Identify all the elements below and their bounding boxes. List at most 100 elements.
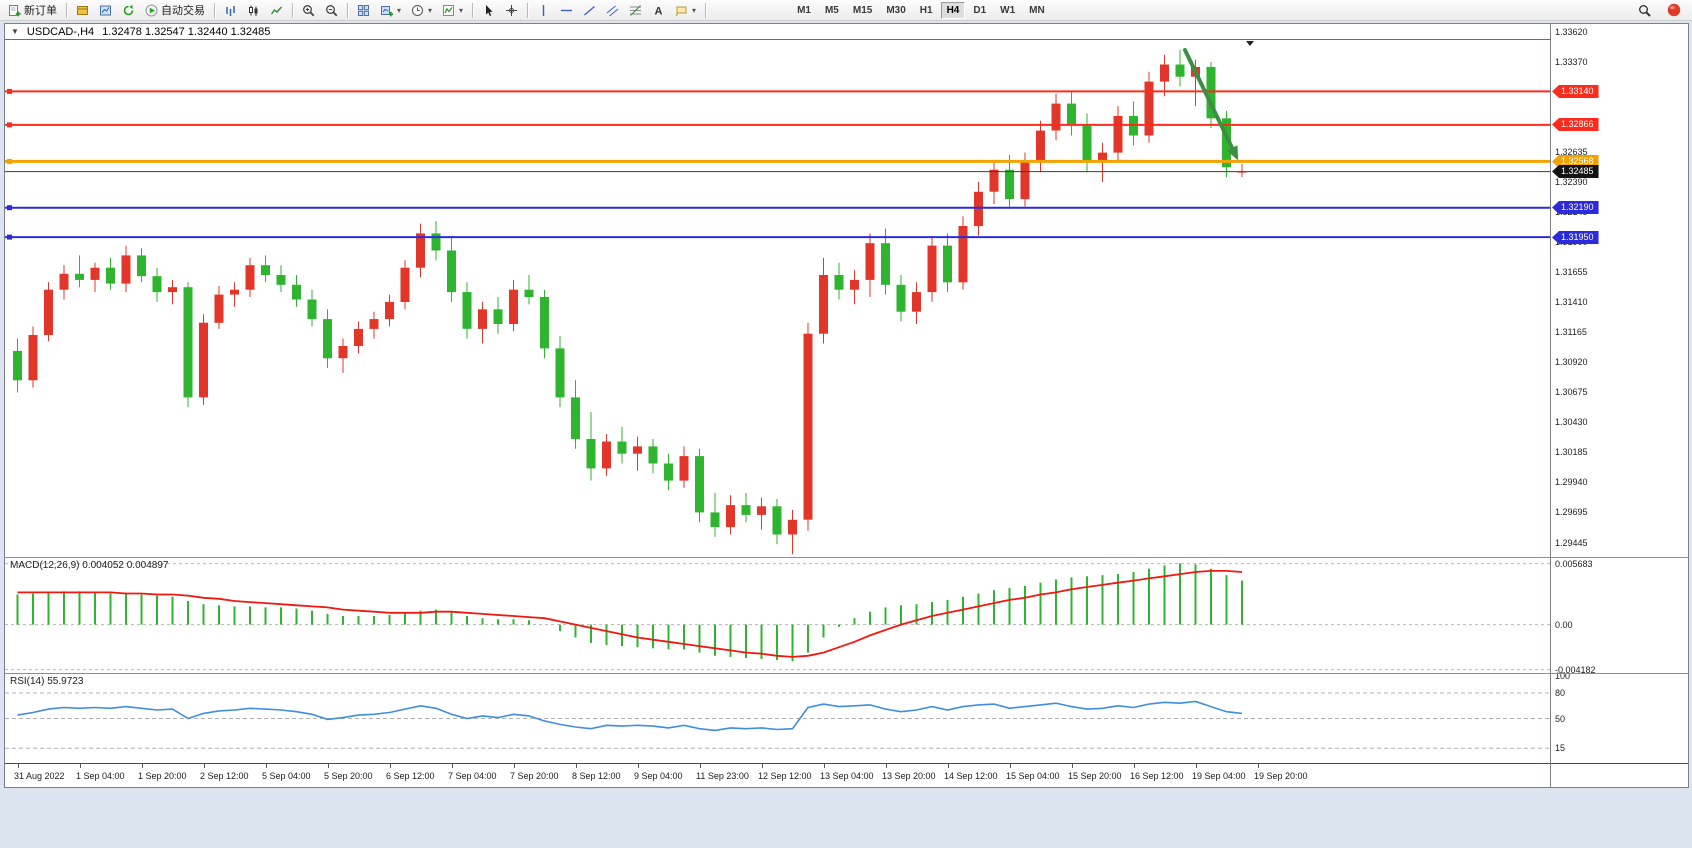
time-label: 13 Sep 20:00 — [882, 771, 936, 781]
notification-badge[interactable] — [1662, 0, 1686, 20]
search-button[interactable] — [1633, 0, 1656, 20]
new-order-button[interactable]: 新订单 — [3, 0, 62, 20]
candle-body — [385, 301, 394, 319]
candle-body — [245, 265, 255, 290]
chart-collapse-icon[interactable]: ▼ — [11, 27, 19, 36]
toolbar-separator — [214, 2, 215, 18]
line-chart-button[interactable] — [265, 0, 288, 20]
macd-scale-label: -0.004182 — [1555, 665, 1596, 675]
candle-body — [493, 309, 503, 324]
line-handle[interactable] — [7, 122, 12, 128]
timeframe-m1[interactable]: M1 — [797, 4, 811, 16]
time-tick — [390, 764, 391, 768]
candle-body — [292, 284, 301, 300]
macd-histogram — [16, 563, 1243, 662]
line-handle[interactable] — [7, 234, 12, 240]
candle-body — [1206, 66, 1216, 119]
candle-body — [307, 299, 317, 320]
shift-marker-icon[interactable] — [1246, 41, 1254, 46]
candle-body — [369, 319, 379, 329]
line-icon — [270, 6, 283, 14]
chevron-down-icon: ▾ — [428, 5, 433, 15]
candle-body — [137, 255, 146, 277]
candle-body — [214, 294, 224, 323]
candle-chart-button[interactable] — [242, 0, 265, 20]
vertical-line-button[interactable] — [532, 0, 555, 20]
candle-body — [1067, 103, 1076, 126]
candle-body — [400, 267, 410, 302]
timeframe-h1[interactable]: H1 — [919, 4, 933, 16]
zoom-out-icon — [326, 4, 338, 16]
toolbar-separator — [705, 2, 707, 18]
time-axis[interactable]: 31 Aug 2022 1 Sep 04:00 1 Sep 20:00 2 Sep 1… — [5, 763, 1688, 787]
time-tick — [762, 764, 763, 768]
arrow-annotation[interactable] — [1183, 48, 1238, 158]
fibo-icon — [630, 4, 642, 16]
candle-body — [431, 233, 441, 251]
timeframe-h4[interactable]: H4 — [940, 1, 966, 19]
channel-icon — [606, 5, 619, 16]
rsi-scale-label: 100 — [1555, 671, 1571, 681]
price-scale-label: 1.30185 — [1555, 447, 1588, 457]
new-chart-icon — [381, 5, 393, 16]
chart-symbol-title: USDCAD-,H4 — [26, 25, 95, 38]
time-tick — [328, 764, 329, 768]
timeframe-m5[interactable]: M5 — [824, 4, 839, 16]
crosshair-button[interactable] — [500, 0, 523, 20]
crosshair-icon — [506, 4, 518, 16]
auto-trading-button[interactable]: 自动交易 — [140, 0, 210, 20]
timeframe-m30[interactable]: M30 — [886, 4, 906, 16]
macd-panel-canvas[interactable] — [5, 558, 1550, 673]
rsi-panel-canvas[interactable] — [5, 674, 1550, 763]
refresh-button[interactable] — [117, 0, 140, 20]
time-tick — [948, 764, 949, 768]
candle-body — [555, 348, 565, 398]
time-label: 2 Sep 12:00 — [200, 771, 249, 781]
macd-panel-splitter[interactable] — [5, 557, 1688, 558]
time-label: 15 Sep 04:00 — [1006, 771, 1060, 781]
line-handle[interactable] — [7, 158, 12, 164]
candle-body — [28, 335, 38, 381]
zoom-in-button[interactable] — [297, 0, 320, 20]
svg-text:A: A — [655, 5, 663, 17]
arrows-button[interactable]: ▾ — [670, 0, 701, 20]
time-tick — [1258, 764, 1259, 768]
period-clock-button[interactable]: ▾ — [406, 0, 437, 20]
price-scale-label: 1.29695 — [1555, 507, 1588, 517]
timeframe-d1[interactable]: D1 — [973, 4, 987, 16]
candle-body — [323, 319, 332, 359]
price-scale[interactable]: 1.336201.333701.326351.323901.321451.319… — [1550, 24, 1688, 787]
channel-button[interactable] — [601, 0, 624, 20]
candle-body — [75, 273, 84, 280]
toolbar-separator — [527, 2, 529, 18]
tile-windows-button[interactable] — [352, 0, 375, 20]
bar-chart-button[interactable] — [219, 0, 242, 20]
candle-body — [695, 456, 704, 513]
fibonacci-button[interactable] — [624, 0, 647, 20]
candle-body — [1051, 103, 1061, 131]
indicators-list-button[interactable]: ▾ — [437, 0, 468, 20]
toolbar: 新订单 自动交易 ▾ ▾ ▾ A ▾ M1 M5 M15 M30 H1 H4 D1 W1 MN — [0, 0, 1692, 21]
candle-body — [819, 275, 828, 334]
profiles-button[interactable] — [71, 0, 94, 20]
rsi-panel-splitter[interactable] — [5, 673, 1688, 674]
new-chart-button[interactable]: ▾ — [375, 0, 406, 20]
timeframe-m15[interactable]: M15 — [852, 4, 873, 16]
zoom-out-button[interactable] — [320, 0, 343, 20]
chart-window: ▼ USDCAD-,H4 1.32478 1.32547 1.32440 1.3… — [4, 23, 1689, 788]
candle-body — [958, 226, 968, 283]
line-handle[interactable] — [7, 205, 12, 211]
horizontal-line-button[interactable] — [555, 0, 578, 20]
price-chart-canvas[interactable] — [5, 40, 1550, 557]
candle-body — [741, 505, 751, 515]
candle-body — [1160, 64, 1169, 82]
chart-title-bar: ▼ USDCAD-,H4 1.32478 1.32547 1.32440 1.3… — [5, 24, 1550, 40]
current-price-tag: 1.32485 — [1552, 165, 1599, 178]
line-handle[interactable] — [7, 88, 12, 94]
cursor-button[interactable] — [477, 0, 500, 20]
trendline-button[interactable] — [578, 0, 601, 20]
timeframe-mn[interactable]: MN — [1029, 4, 1045, 16]
timeframe-w1[interactable]: W1 — [1000, 4, 1016, 16]
text-button[interactable]: A — [647, 0, 670, 20]
charts-bar-button[interactable] — [94, 0, 117, 20]
